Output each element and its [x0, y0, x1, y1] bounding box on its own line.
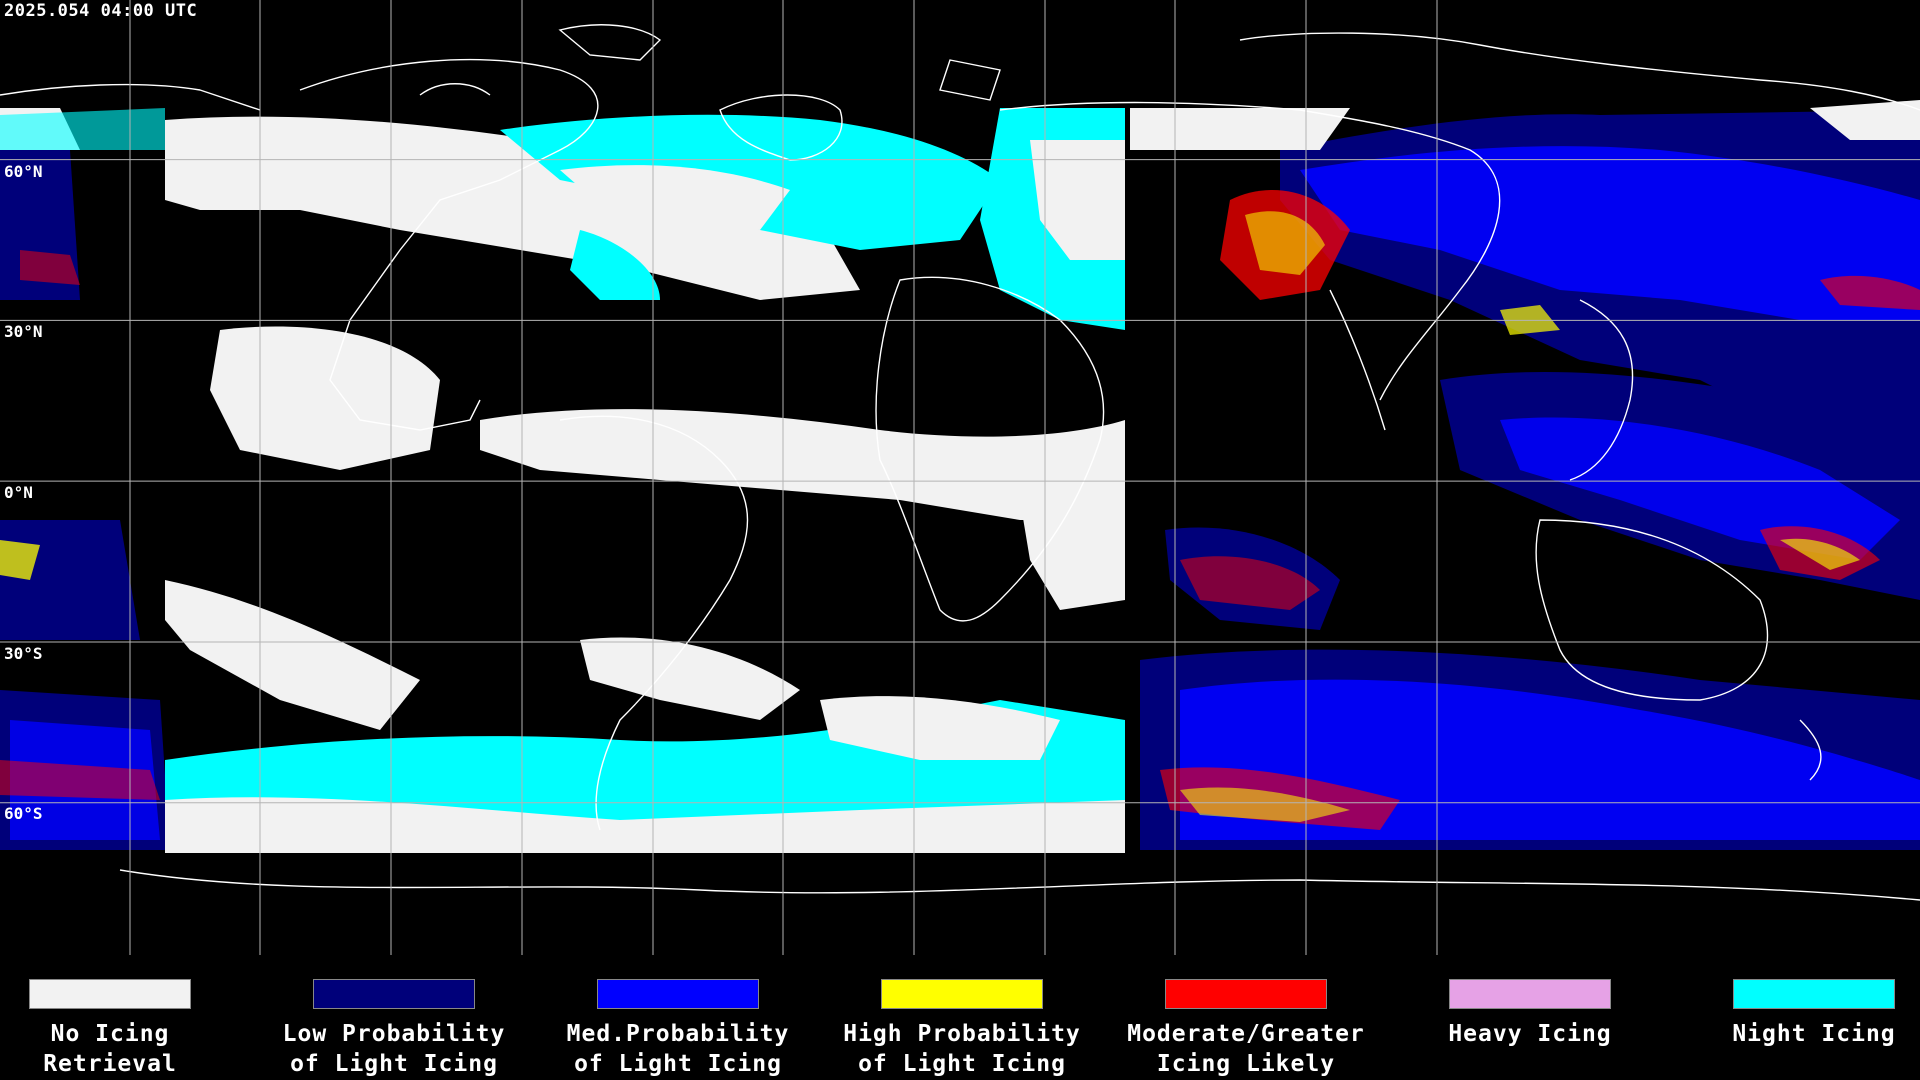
- legend-item-night-icing: Night Icing: [1689, 979, 1920, 1049]
- legend-item-med-probability: Med.Probability of Light Icing: [553, 979, 803, 1079]
- legend-item-heavy-icing: Heavy Icing: [1405, 979, 1655, 1049]
- legend-item-low-probability: Low Probability of Light Icing: [269, 979, 519, 1079]
- lat-label-30n: 30°N: [4, 322, 43, 341]
- legend-item-high-probability: High Probability of Light Icing: [837, 979, 1087, 1079]
- legend-label-line2: of Light Icing: [574, 1051, 782, 1077]
- legend-label-line2: of Light Icing: [290, 1051, 498, 1077]
- icing-field-severe: [0, 190, 1920, 830]
- legend-label-line1: High Probability: [843, 1021, 1081, 1047]
- legend-swatch: [1449, 979, 1611, 1009]
- legend-label-line1: No Icing: [50, 1021, 170, 1047]
- legend-label-line1: Heavy Icing: [1448, 1021, 1612, 1047]
- icing-legend: No Icing Retrieval Low Probability of Ligh…: [0, 955, 1920, 1080]
- map-canvas: [0, 0, 1920, 955]
- legend-swatch: [313, 979, 475, 1009]
- legend-label-line1: Low Probability: [282, 1021, 506, 1047]
- cloud-field: [165, 108, 1125, 853]
- legend-swatch: [881, 979, 1043, 1009]
- legend-swatch: [1165, 979, 1327, 1009]
- lat-label-0n: 0°N: [4, 483, 33, 502]
- legend-item-moderate-greater: Moderate/Greater Icing Likely: [1121, 979, 1371, 1079]
- coastlines: [0, 24, 1920, 901]
- lat-label-60s: 60°S: [4, 804, 43, 823]
- graticule: [0, 0, 1920, 955]
- legend-swatch: [597, 979, 759, 1009]
- legend-item-no-icing: No Icing Retrieval: [0, 979, 235, 1079]
- lat-label-60n: 60°N: [4, 162, 43, 181]
- lat-label-30s: 30°S: [4, 644, 43, 663]
- timestamp-label: 2025.054 04:00 UTC: [4, 1, 198, 21]
- legend-label-line2: Retrieval: [43, 1051, 177, 1077]
- legend-label-line1: Med.Probability: [566, 1021, 790, 1047]
- legend-label-line1: Moderate/Greater: [1127, 1021, 1365, 1047]
- legend-swatch: [29, 979, 191, 1009]
- icing-map: 2025.054 04:00 UTC 60°N 30°N 0°N 30°S 60…: [0, 0, 1920, 955]
- legend-swatch: [1733, 979, 1895, 1009]
- legend-label-line1: Night Icing: [1732, 1021, 1896, 1047]
- legend-label-line2: Icing Likely: [1156, 1051, 1336, 1077]
- legend-label-line2: of Light Icing: [858, 1051, 1066, 1077]
